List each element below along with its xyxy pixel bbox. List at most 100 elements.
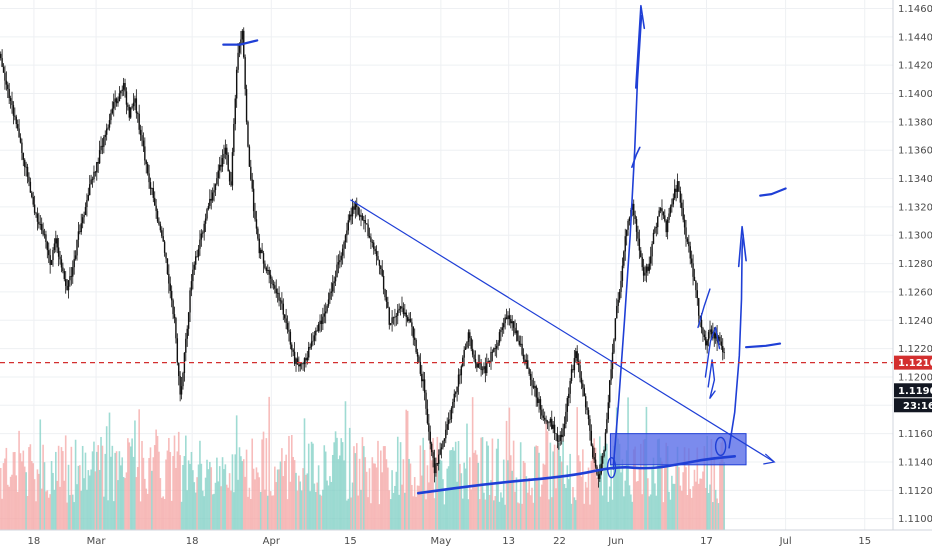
candle-body (353, 206, 355, 210)
volume-bar (535, 445, 538, 530)
volume-bar (377, 440, 379, 530)
candle-body (512, 321, 515, 328)
candle-body (566, 397, 569, 412)
candle-body (467, 332, 470, 342)
volume-bar (346, 500, 348, 530)
candle-body (429, 431, 431, 444)
volume-bar (690, 497, 693, 530)
volume-bar (639, 443, 642, 530)
candle-body (686, 238, 689, 242)
candle-body (671, 204, 673, 207)
candle-body (262, 253, 265, 264)
volume-bar (678, 467, 680, 530)
volume-bar (63, 480, 66, 530)
volume-bar (83, 478, 85, 530)
candle-body (392, 317, 395, 319)
volume-bar (450, 450, 453, 530)
candle-body (220, 164, 222, 167)
candle-body (521, 343, 523, 355)
candle-body (101, 145, 104, 147)
volume-bar (227, 487, 229, 530)
volume-bar (49, 494, 51, 530)
volume-bar (406, 410, 409, 530)
volume-bar (555, 488, 557, 530)
candle-body (189, 290, 191, 313)
candle-body (676, 181, 679, 192)
volume-bar (476, 454, 478, 530)
candle-body (200, 233, 203, 240)
volume-bar (647, 478, 649, 530)
candle-body (363, 220, 365, 221)
candle-body (250, 166, 252, 180)
candle-body (144, 146, 146, 161)
volume-bar (18, 430, 20, 530)
volume-bar (334, 431, 337, 530)
volume-bar (634, 446, 636, 530)
candle-body (299, 363, 301, 367)
volume-bar (415, 496, 417, 530)
candle-body (435, 463, 437, 474)
candle-body (370, 237, 372, 242)
candle-body (354, 202, 357, 210)
volume-bar (477, 462, 480, 530)
volume-bar (66, 502, 68, 530)
volume-bar (288, 435, 290, 530)
volume-bar (603, 446, 605, 530)
volume-bar (169, 451, 172, 530)
volume-bar (225, 484, 228, 530)
candle-body (661, 208, 663, 212)
candle-body (35, 212, 37, 214)
volume-bar (579, 461, 581, 530)
candle-body (302, 363, 304, 365)
candle-body (556, 433, 559, 442)
candle-body (568, 393, 570, 398)
volume-bar (187, 460, 190, 530)
volume-bar (240, 456, 242, 530)
volume-bar (257, 472, 259, 530)
candle-body (404, 312, 406, 315)
volume-bar (583, 503, 586, 530)
candle-body (559, 434, 561, 441)
time-axis[interactable]: 18 Mar 18 Apr 15 May 13 22 Jun 17 Jul 15 (28, 536, 872, 547)
candle-body (131, 106, 133, 108)
volume-bar (152, 457, 155, 530)
candle-body (223, 153, 225, 159)
candle-body (344, 235, 347, 243)
candle-body (12, 105, 15, 116)
volume-bar (717, 503, 720, 530)
candle-body (613, 339, 615, 353)
volume-bar (47, 497, 50, 530)
candle-body (655, 227, 658, 228)
volume-bar (87, 470, 90, 530)
volume-bar (635, 481, 638, 530)
volume-bar (344, 401, 347, 530)
candle-body (507, 315, 509, 320)
candle-body (412, 326, 414, 338)
candle-body (24, 159, 26, 167)
volume-bar (704, 487, 707, 530)
candle-body (469, 332, 471, 339)
candle-body (233, 124, 235, 153)
candle-body (179, 376, 181, 395)
candle-body (31, 192, 33, 197)
candle-body (464, 347, 467, 350)
volume-bar (357, 495, 359, 530)
volume-bar (155, 429, 157, 530)
volume-bar (577, 455, 580, 530)
candle-body (327, 299, 330, 306)
volume-bar (693, 469, 696, 530)
volume-bar (469, 457, 471, 530)
projection-up-line-2 (728, 234, 744, 449)
volume-bar (522, 460, 525, 530)
candle-body (125, 91, 128, 105)
candle-body (203, 223, 205, 233)
candle-body (440, 447, 443, 450)
volume-bar (606, 443, 608, 530)
volume-bar (443, 504, 446, 530)
candle-body (38, 221, 40, 225)
volume-bar (264, 489, 266, 530)
volume-bar (1, 498, 3, 530)
volume-bar (440, 460, 443, 530)
volume-bar (118, 451, 121, 530)
